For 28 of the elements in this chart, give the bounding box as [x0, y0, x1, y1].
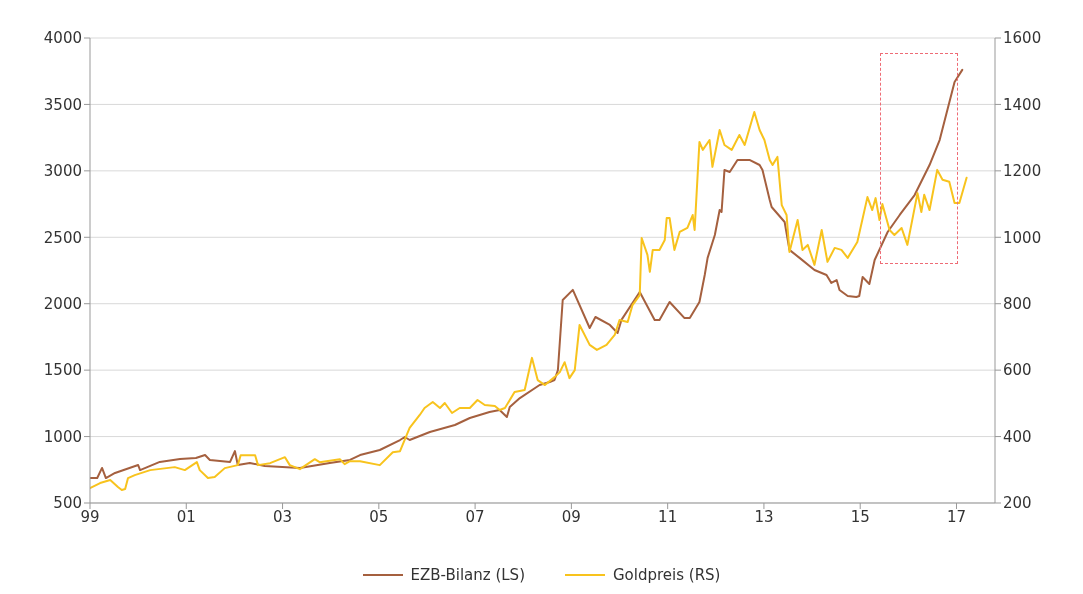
y2-tick-label: 200	[1003, 494, 1032, 513]
y2-tick-label: 1200	[1003, 162, 1042, 181]
y-tick-label: 1500	[43, 361, 82, 380]
x-tick-label: 15	[850, 507, 870, 526]
y2-tick-label: 800	[1003, 295, 1032, 314]
x-tick-label: 05	[369, 507, 389, 526]
y2-tick-label: 600	[1003, 361, 1032, 380]
x-tick-label: 11	[658, 507, 678, 526]
y-tick-label: 3000	[43, 162, 82, 181]
y-tick-label: 3500	[43, 95, 82, 114]
y2-tick-label: 1000	[1003, 228, 1042, 247]
x-tick-label: 01	[176, 507, 196, 526]
legend-label: Goldpreis (RS)	[613, 566, 721, 584]
y2-tick-label: 1400	[1003, 95, 1042, 114]
x-tick-label: 17	[946, 507, 967, 526]
y-tick-label: 4000	[43, 29, 82, 48]
x-tick-label: 03	[273, 507, 293, 526]
x-tick-label: 09	[561, 507, 581, 526]
legend-label: EZB-Bilanz (LS)	[410, 566, 525, 584]
y2-tick-label: 400	[1003, 427, 1032, 446]
y-tick-label: 500	[53, 494, 82, 513]
x-tick-label: 99	[80, 507, 100, 526]
y-tick-label: 1000	[43, 427, 82, 446]
y2-tick-label: 1600	[1003, 29, 1042, 48]
y-tick-label: 2500	[43, 228, 82, 247]
x-tick-label: 07	[465, 507, 485, 526]
x-tick-label: 13	[754, 507, 774, 526]
y-tick-label: 2000	[43, 295, 82, 314]
